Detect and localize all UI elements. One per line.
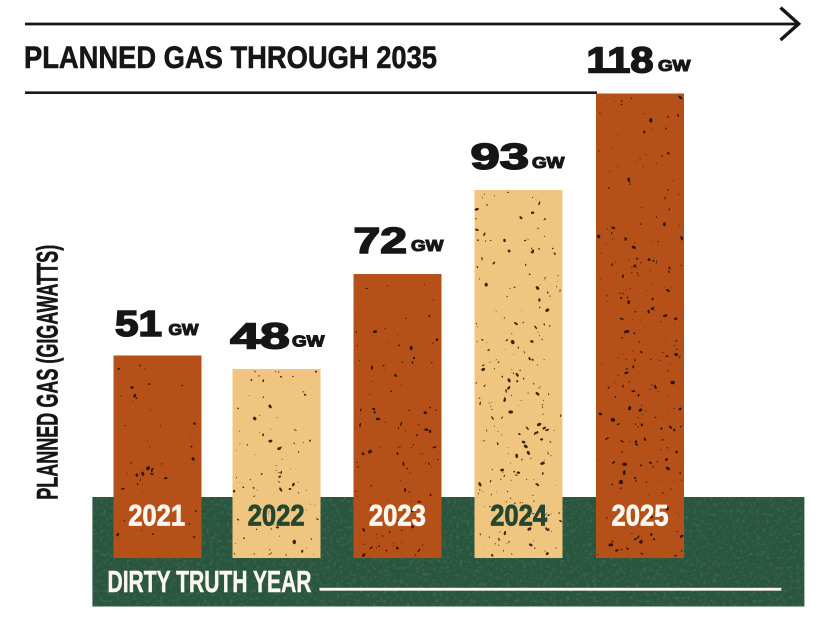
svg-text:93: 93: [471, 136, 530, 177]
svg-text:72: 72: [354, 220, 408, 261]
svg-text:51: 51: [115, 303, 162, 344]
svg-text:118: 118: [587, 40, 654, 81]
svg-text:2023: 2023: [369, 499, 426, 532]
svg-text:GW: GW: [292, 333, 326, 350]
svg-text:2021: 2021: [128, 499, 185, 532]
svg-text:GW: GW: [532, 155, 566, 172]
svg-text:DIRTY TRUTH YEAR: DIRTY TRUTH YEAR: [108, 565, 312, 599]
svg-text:2024: 2024: [490, 499, 547, 532]
svg-text:48: 48: [230, 316, 289, 357]
svg-text:PLANNED GAS (GIGAWATTS): PLANNED GAS (GIGAWATTS): [32, 245, 65, 500]
svg-text:2025: 2025: [612, 499, 669, 532]
svg-text:GW: GW: [411, 238, 445, 255]
svg-text:GW: GW: [169, 322, 200, 339]
svg-text:2022: 2022: [248, 499, 305, 532]
svg-text:PLANNED GAS THROUGH 2035: PLANNED GAS THROUGH 2035: [24, 39, 437, 75]
svg-text:GW: GW: [658, 58, 692, 75]
